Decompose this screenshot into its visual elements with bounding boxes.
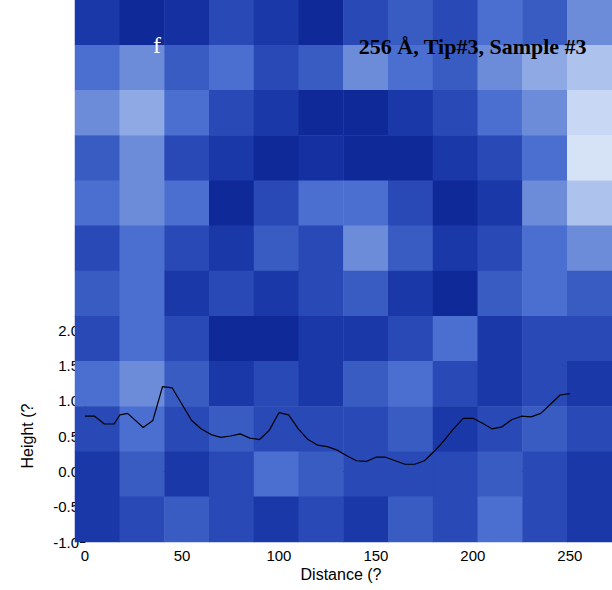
- svg-text:1.0: 1.0: [58, 392, 79, 410]
- svg-text:1.5: 1.5: [58, 356, 79, 374]
- svg-text:50: 50: [174, 547, 191, 564]
- svg-text:Distance (?: Distance (?: [301, 566, 382, 583]
- svg-text:-0.5: -0.5: [53, 498, 79, 516]
- svg-text:100: 100: [266, 547, 291, 564]
- svg-text:Height (?: Height (?: [19, 403, 36, 468]
- svg-text:0: 0: [81, 547, 89, 564]
- svg-text:250: 250: [557, 547, 582, 564]
- svg-text:256 Å, Tip#3, Sample #3: 256 Å, Tip#3, Sample #3: [359, 34, 587, 59]
- svg-text:0.0: 0.0: [58, 462, 79, 480]
- svg-text:200: 200: [460, 547, 485, 564]
- svg-text:-1.0: -1.0: [53, 533, 79, 551]
- svg-text:2.0: 2.0: [58, 321, 79, 339]
- svg-text:0.5: 0.5: [58, 427, 79, 445]
- svg-text:f: f: [153, 32, 161, 58]
- svg-text:150: 150: [363, 547, 388, 564]
